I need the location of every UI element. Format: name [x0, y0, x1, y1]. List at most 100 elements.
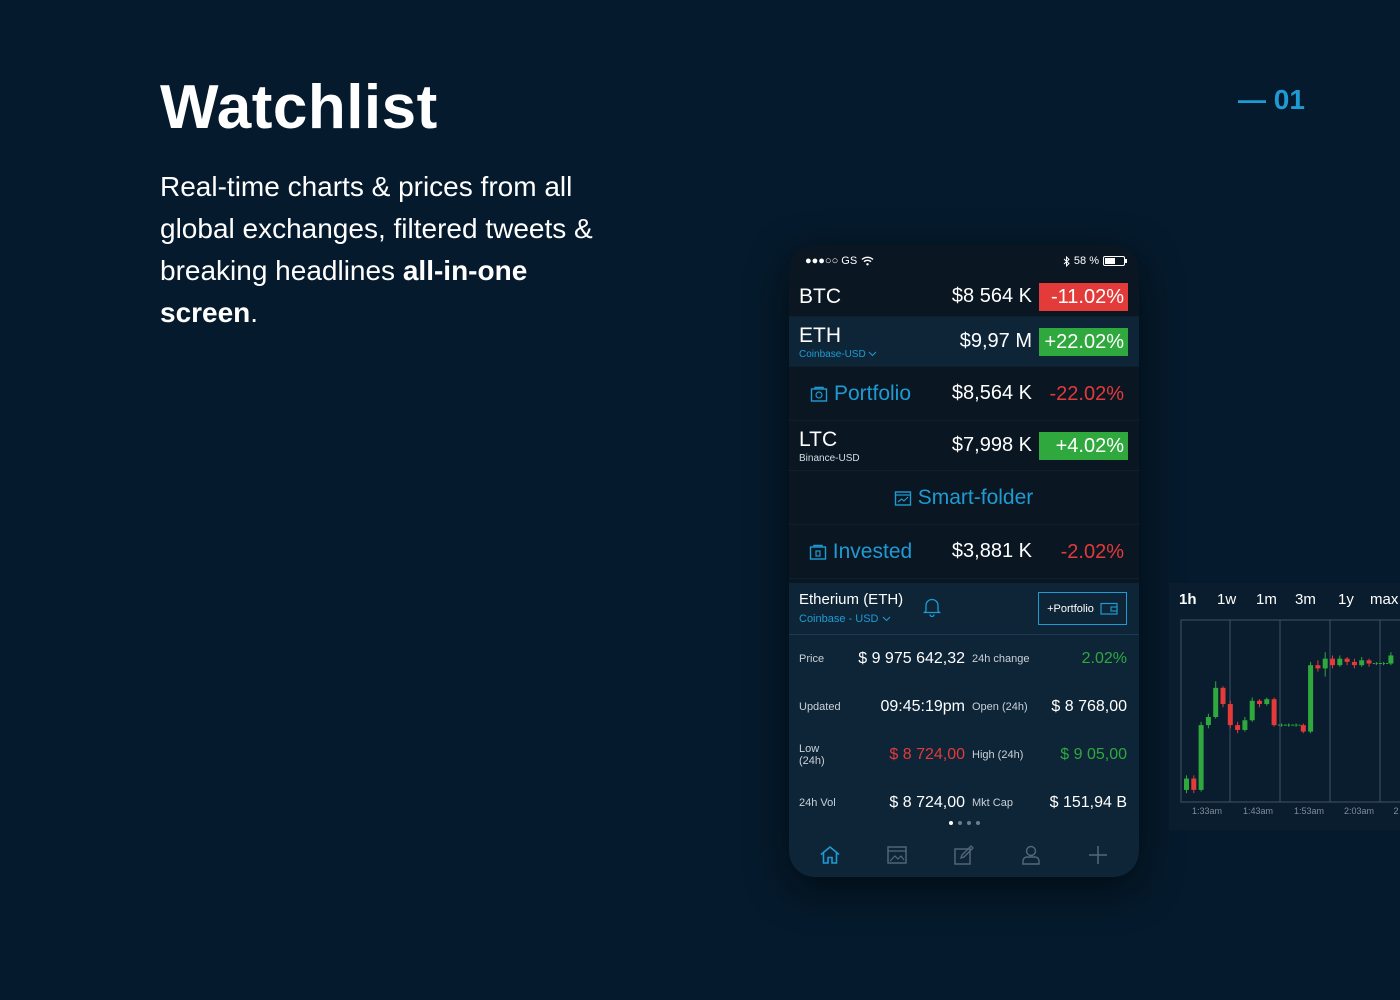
bell-icon[interactable]	[923, 597, 941, 617]
candle-body	[1330, 658, 1335, 666]
invested-folder-icon	[809, 544, 826, 560]
candle-body	[1249, 700, 1255, 721]
row-symbol: ETH	[799, 323, 841, 347]
smart-folder-icon	[894, 490, 911, 506]
tab-bar	[789, 833, 1139, 877]
candle-body	[1351, 661, 1357, 666]
stat-label: Price	[799, 653, 825, 665]
candle-body	[1198, 725, 1204, 790]
home-icon[interactable]	[818, 843, 842, 867]
candle-body	[1337, 658, 1343, 666]
battery-label: 58 %	[1073, 255, 1099, 267]
watchlist-row-btc[interactable]: BTC $8 564 K -11.02%	[789, 277, 1139, 317]
watchlist-folder-portfolio[interactable]: Portfolio $8,564 K -22.02%	[789, 367, 1139, 421]
page-dot[interactable]	[975, 821, 980, 825]
edit-icon[interactable]	[952, 843, 976, 867]
row-exchange: Binance-USD	[799, 452, 860, 464]
row-exchange[interactable]: Coinbase-USD	[799, 349, 922, 360]
stat-label: Updated	[799, 701, 841, 713]
candle-body	[1359, 660, 1365, 666]
stat-value: 2.02%	[1081, 650, 1127, 667]
watchlist-row-eth[interactable]: ETH Coinbase-USD $9,97 M +22.02%	[789, 317, 1139, 367]
candle-body	[1191, 778, 1197, 790]
chart-time-label: 1:43am	[1243, 806, 1273, 816]
chart-time-label: 2	[1393, 806, 1398, 816]
stats-grid: Price $ 9 975 642,32 24h change 2.02% Up…	[789, 635, 1139, 827]
row-symbol: LTC	[799, 427, 838, 451]
row-change-badge: +22.02%	[1039, 327, 1128, 356]
profile-icon[interactable]	[1019, 843, 1043, 867]
watchlist-folder-invested[interactable]: Invested $3,881 K -2.02%	[789, 525, 1139, 579]
candle-body	[1227, 704, 1233, 726]
page-dot[interactable]	[948, 821, 953, 825]
candle-body	[1366, 660, 1372, 664]
chevron-down-icon	[869, 351, 877, 356]
candle-body	[1344, 658, 1350, 662]
candle-body	[1264, 699, 1270, 705]
stat-value: $ 9 975 642,32	[858, 650, 965, 667]
stat-value: $ 8 724,00	[889, 794, 965, 811]
range-tab-3m[interactable]: 3m	[1295, 591, 1316, 608]
chevron-down-icon	[882, 616, 890, 622]
detail-exchange-label: Coinbase - USD	[799, 613, 879, 625]
range-tab-1m[interactable]: 1m	[1256, 591, 1277, 608]
stat-row: 24h Vol $ 8 724,00 Mkt Cap $ 151,94 B	[799, 779, 1127, 827]
row-price: $9,97 M	[959, 330, 1032, 352]
row-price: $3,881 K	[951, 540, 1032, 562]
gallery-icon[interactable]	[885, 843, 909, 867]
folder-label: Invested	[832, 539, 913, 563]
stat-label: Low (24h)	[799, 743, 825, 767]
price-chart-panel: 1h 1w 1m 3m 1y max 1:33am 1:43am 1:53am 2:0…	[1169, 583, 1400, 830]
subtitle-end: .	[250, 297, 259, 328]
stat-value: $ 151,94 B	[1049, 794, 1127, 811]
stat-label: 24h change	[972, 653, 1030, 665]
detail-exchange-select[interactable]: Coinbase - USD	[799, 613, 903, 625]
row-change-text: -2.02%	[1060, 540, 1124, 563]
candle-body	[1308, 665, 1314, 732]
stat-row: Price $ 9 975 642,32 24h change 2.02%	[799, 635, 1127, 683]
stat-label: Mkt Cap	[972, 797, 1013, 809]
stat-label: High (24h)	[972, 749, 1024, 761]
range-tab-1w[interactable]: 1w	[1217, 591, 1237, 608]
row-change-badge: +4.02%	[1039, 431, 1128, 460]
page-subtitle: Real-time charts & prices from all globa…	[160, 166, 630, 334]
battery-icon	[1103, 256, 1127, 266]
stat-row: Updated 09:45:19pm Open (24h) $ 8 768,00	[799, 683, 1127, 731]
folder-label: Smart-folder	[917, 485, 1034, 509]
stat-label: Open (24h)	[972, 701, 1028, 713]
candle-body	[1184, 778, 1189, 790]
carrier-label: ●●●○○ GS	[805, 255, 858, 267]
candle-body	[1235, 725, 1241, 730]
bluetooth-icon	[1063, 255, 1070, 267]
phone-mockup: ●●●○○ GS 58 % BTC $8 564 K -11.02% ETH C…	[789, 245, 1139, 877]
status-bar: ●●●○○ GS 58 %	[789, 245, 1139, 277]
stat-row: Low (24h) $ 8 724,00 High (24h) $ 9 05,0…	[799, 731, 1127, 779]
watchlist-folder-smart[interactable]: Smart-folder	[789, 471, 1139, 525]
folder-label: Portfolio	[833, 381, 912, 405]
candle-body	[1257, 700, 1262, 705]
range-tab-max[interactable]: max	[1370, 591, 1399, 608]
page-dot[interactable]	[966, 821, 971, 825]
row-price: $8 564 K	[951, 285, 1032, 307]
add-icon[interactable]	[1086, 843, 1110, 867]
range-selector: 1h 1w 1m 3m 1y max	[1169, 591, 1400, 611]
chart-time-label: 2:03am	[1344, 806, 1374, 816]
add-portfolio-button[interactable]: +Portfolio	[1038, 592, 1127, 625]
range-tab-1h[interactable]: 1h	[1179, 591, 1197, 608]
candle-body	[1220, 687, 1226, 705]
row-price: $7,998 K	[951, 434, 1032, 456]
watchlist-row-ltc[interactable]: LTC Binance-USD $7,998 K +4.02%	[789, 421, 1139, 471]
page-number: — 01	[1238, 84, 1305, 115]
portfolio-folder-icon	[810, 386, 828, 402]
range-tab-1y[interactable]: 1y	[1338, 591, 1354, 608]
asset-detail-panel: Etherium (ETH) Coinbase - USD +Portfolio…	[789, 583, 1139, 833]
page-dot[interactable]	[957, 821, 962, 825]
wallet-icon	[1100, 602, 1118, 615]
subtitle-bold-text: all-in-one screen	[160, 255, 528, 328]
row-symbol: BTC	[799, 284, 841, 308]
page-indicator[interactable]	[789, 821, 1139, 825]
chart-frame	[1180, 619, 1400, 803]
candlestick-chart[interactable]: 1:33am 1:43am 1:53am 2:03am 2	[1169, 613, 1400, 830]
candle-body	[1205, 717, 1211, 726]
exchange-label: Coinbase-USD	[799, 348, 866, 360]
